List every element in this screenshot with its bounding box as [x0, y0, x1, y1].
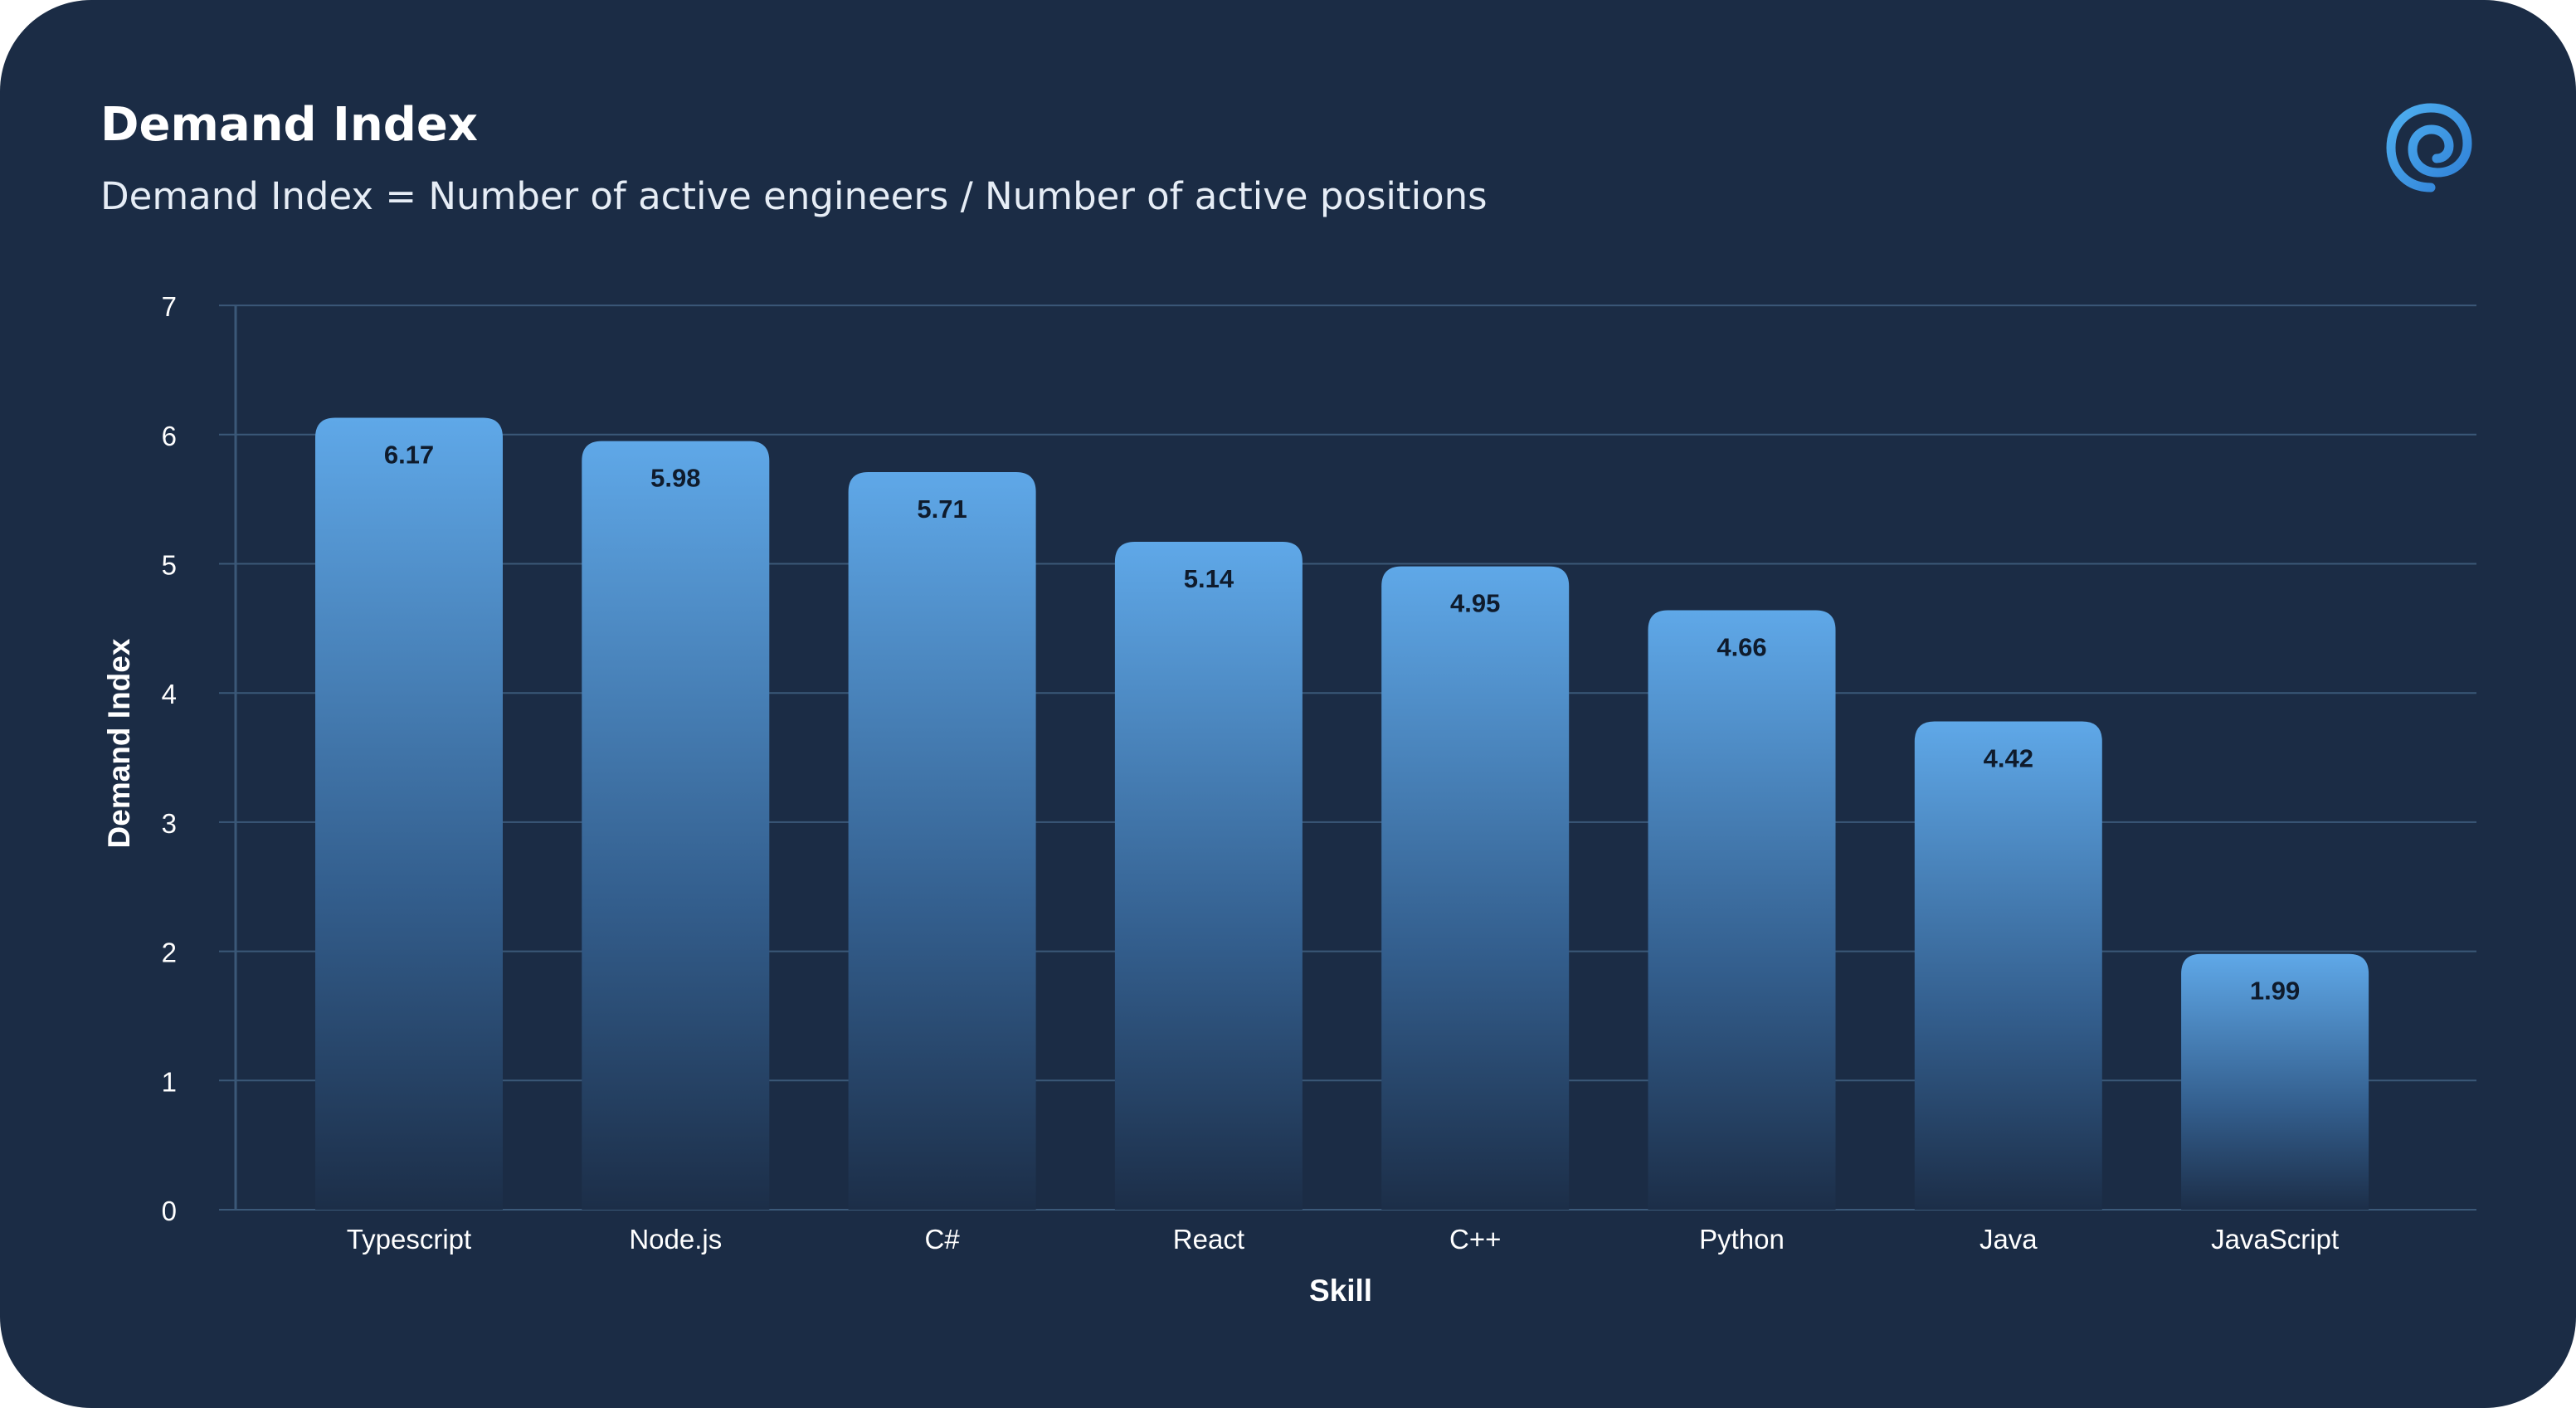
spiral-logo-icon: [2386, 103, 2472, 192]
x-tick-label: Python: [1699, 1224, 1785, 1255]
data-label: 4.42: [1984, 743, 2033, 772]
y-tick-label: 5: [162, 550, 177, 581]
chart-subtitle: Demand Index = Number of active engineer…: [100, 174, 1488, 218]
x-tick-label: C#: [925, 1224, 961, 1255]
grid-layer: 0 1 2 3 4 5 6 7: [162, 291, 2476, 1226]
y-tick-label: 4: [162, 679, 177, 709]
bar-layer: [315, 417, 2369, 1211]
bar-node-js: [582, 441, 770, 1210]
y-axis-title: Demand Index: [102, 638, 136, 848]
data-label: 1.99: [2250, 977, 2300, 1006]
y-tick-label: 3: [162, 808, 177, 839]
bar-typescript: [315, 417, 503, 1211]
chart-title: Demand Index: [100, 98, 478, 152]
bar-java: [1914, 721, 2102, 1210]
y-tick-label: 6: [162, 421, 177, 451]
data-label: 5.71: [917, 495, 967, 524]
bar-python: [1648, 610, 1836, 1210]
y-tick-label: 7: [162, 291, 177, 322]
x-axis-title: Skill: [1309, 1274, 1372, 1308]
bar-javascript: [2181, 953, 2369, 1210]
label-layer: 6.17 Typescript 5.98 Node.js 5.71 C# 5.14 React…: [347, 441, 2339, 1255]
data-label: 4.95: [1450, 589, 1500, 618]
x-tick-label: C++: [1449, 1224, 1501, 1255]
x-tick-label: Node.js: [629, 1224, 722, 1255]
x-tick-label: React: [1173, 1224, 1244, 1255]
y-tick-label: 2: [162, 938, 177, 968]
data-label: 5.98: [650, 464, 700, 493]
bar-react: [1114, 542, 1303, 1210]
x-tick-label: Java: [1979, 1224, 2038, 1255]
bar-c: [1381, 566, 1570, 1210]
y-tick-label: 0: [162, 1196, 177, 1226]
data-label: 4.66: [1717, 633, 1766, 662]
bar-c: [848, 471, 1036, 1210]
data-label: 5.14: [1184, 564, 1234, 593]
x-tick-label: JavaScript: [2211, 1224, 2339, 1255]
y-tick-label: 1: [162, 1066, 177, 1097]
x-tick-label: Typescript: [347, 1224, 471, 1255]
data-label: 6.17: [384, 441, 434, 470]
